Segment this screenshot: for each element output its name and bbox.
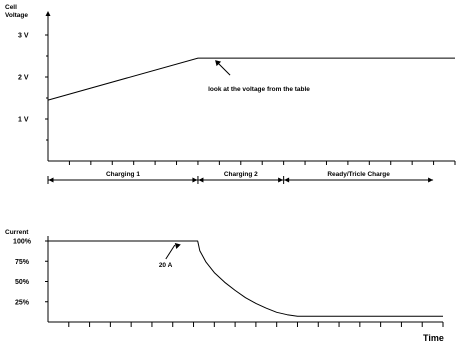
voltage-y-tick-label: 1 V — [18, 117, 29, 124]
voltage-annotation-arrow-line — [216, 61, 231, 76]
voltage-y-axis-arrow — [45, 11, 51, 16]
phase-label: Charging 1 — [106, 171, 140, 178]
voltage-y-label-line: Voltage — [5, 12, 28, 19]
phase-label: Charging 2 — [224, 171, 258, 178]
phase-arrow-head-left — [284, 177, 290, 183]
phase-arrow-head-left — [48, 177, 54, 183]
phase-arrow-head-left — [198, 177, 204, 183]
current-annotation: 20 A — [159, 262, 173, 269]
voltage-annotation-arrow-head — [215, 60, 222, 67]
voltage-y-label-line: Cell — [5, 4, 17, 11]
voltage-y-tick-label: 3 V — [18, 33, 29, 40]
current-series-line — [48, 240, 443, 317]
voltage-series-line — [47, 57, 455, 101]
current-y-tick-label: 50% — [15, 279, 30, 286]
current-annotation-arrow-line — [165, 244, 176, 260]
current-y-tick-label: 25% — [15, 299, 30, 306]
current-y-label: Current — [5, 229, 29, 236]
current-x-label: Time — [423, 333, 444, 343]
current-y-tick-label: 100% — [13, 239, 32, 246]
current-annotation-arrow-head — [174, 243, 181, 249]
voltage-y-tick-label: 2 V — [18, 75, 29, 82]
phase-arrow-head-right — [428, 177, 434, 183]
phase-arrow-head-right — [192, 177, 198, 183]
phase-arrow-head-right — [278, 177, 284, 183]
current-y-tick-label: 75% — [15, 259, 30, 266]
phase-label: Ready/Tricle Charge — [327, 171, 390, 178]
voltage-annotation: look at the voltage from the table — [208, 86, 310, 93]
